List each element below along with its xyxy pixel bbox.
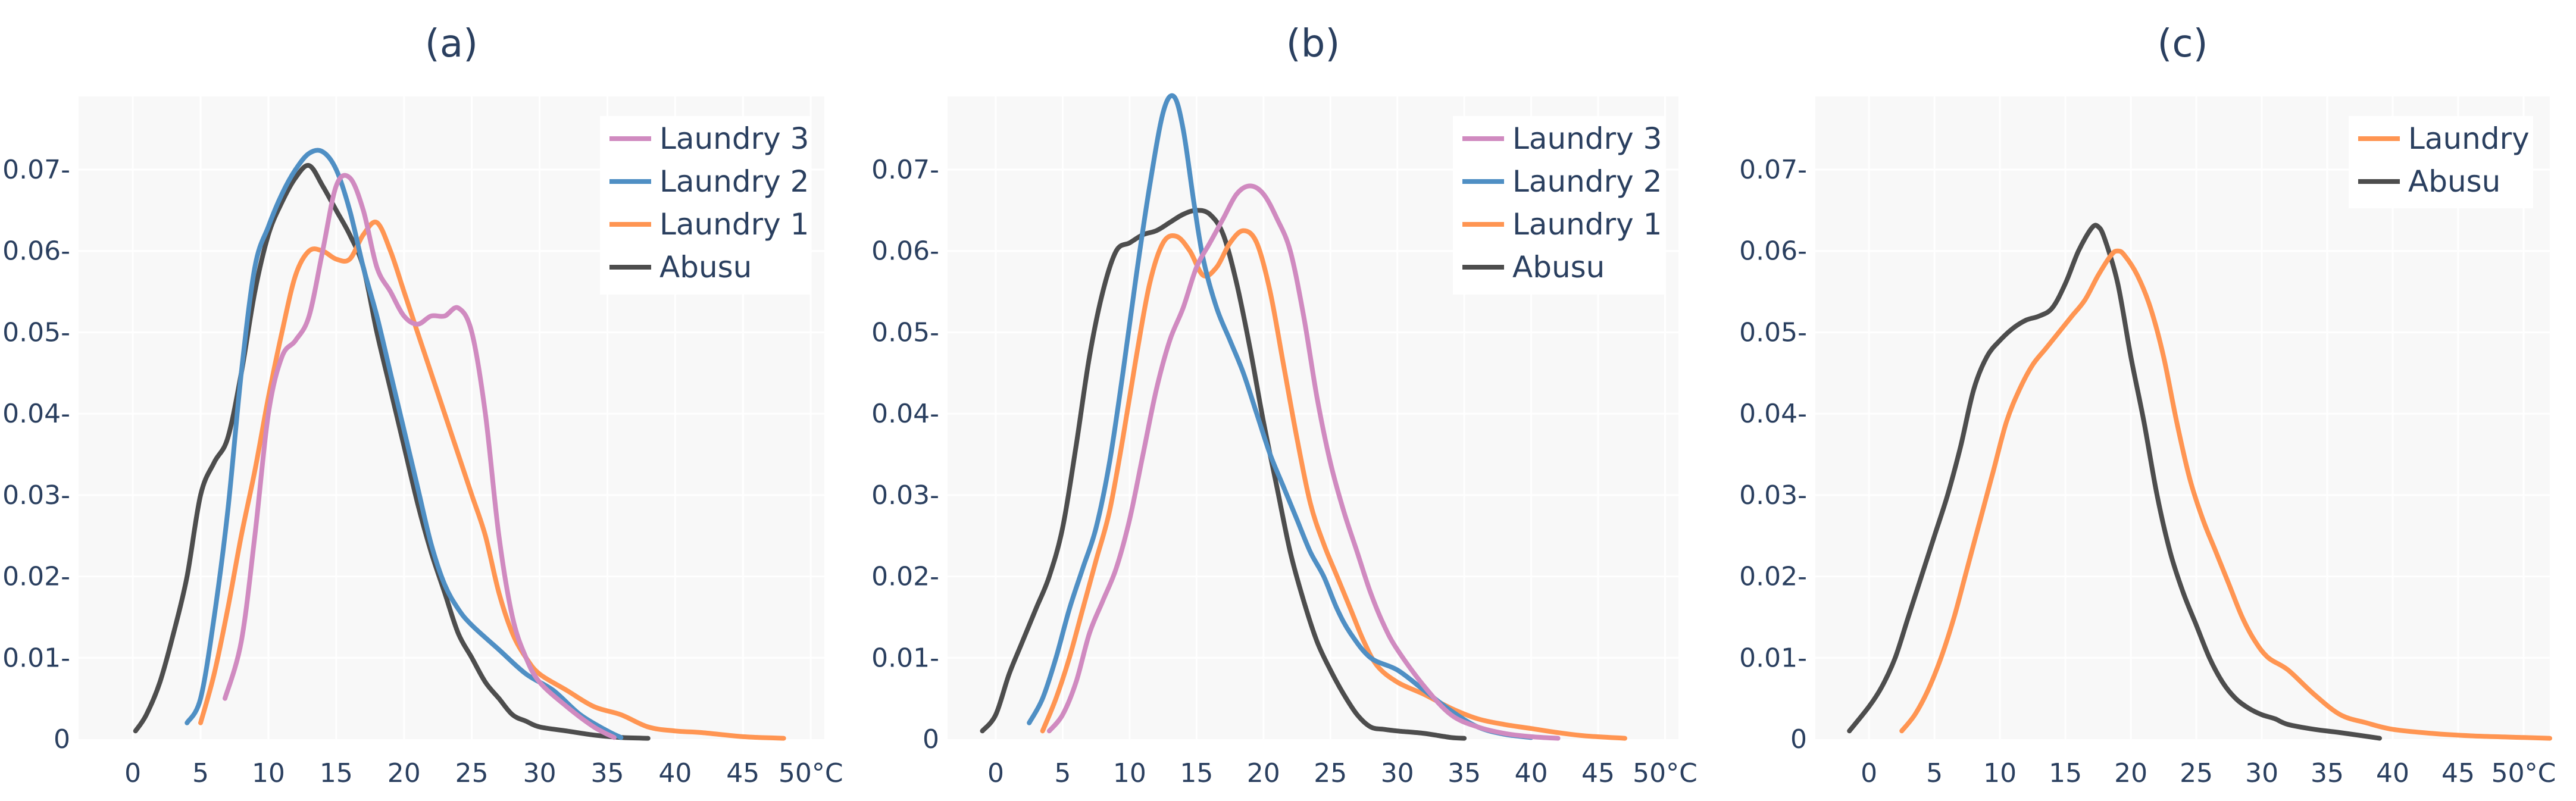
y-tick-label: 0 <box>1790 724 1807 755</box>
x-tick-label: 20 <box>2114 758 2147 789</box>
x-tick-label: 10 <box>1983 758 2017 789</box>
x-tick-label: 40 <box>658 758 692 789</box>
series-group <box>1847 223 2552 741</box>
y-tick-label: 0.03- <box>871 480 939 511</box>
x-tick-label: 40 <box>1515 758 1548 789</box>
series-line-laundry-3 <box>223 173 617 740</box>
x-tick-label: 30 <box>2245 758 2278 789</box>
y-tick-label: 0.02- <box>1739 562 1807 592</box>
legend-label: Laundry 3 <box>659 121 809 156</box>
y-tick-label: 0.05- <box>2 317 70 348</box>
x-tick-label: 15 <box>2049 758 2082 789</box>
series-line-laundry-1 <box>198 220 786 741</box>
x-tick-label: 50°C <box>2491 758 2556 789</box>
x-tick-label: 5 <box>1926 758 1943 789</box>
legend-label: Laundry 2 <box>1512 164 1662 199</box>
x-tick-label: 40 <box>2376 758 2409 789</box>
x-tick-label: 50°C <box>779 758 843 789</box>
x-tick-label: 35 <box>590 758 624 789</box>
chart-title: (c) <box>2157 22 2208 66</box>
x-tick-label: 45 <box>2441 758 2475 789</box>
legend: Laundry Abusu <box>2349 116 2533 208</box>
x-tick-label: 0 <box>124 758 141 789</box>
x-tick-label: 25 <box>455 758 489 789</box>
y-tick-label: 0.05- <box>1739 317 1807 348</box>
legend-label: Laundry 1 <box>1512 207 1662 242</box>
y-tick-label: 0.06- <box>2 236 70 267</box>
x-tick-label: 0 <box>1861 758 1877 789</box>
series-line-laundry-3 <box>1046 183 1561 741</box>
x-tick-label: 30 <box>1381 758 1414 789</box>
y-tick-label: 0.01- <box>2 643 70 673</box>
x-tick-label: 50°C <box>1633 758 1697 789</box>
series-line-laundry-2 <box>1027 93 1534 740</box>
y-tick-label: 0.03- <box>2 480 70 511</box>
legend-label: Laundry 1 <box>659 207 809 242</box>
series-group <box>980 93 1627 741</box>
x-tick-label: 35 <box>1448 758 1481 789</box>
series-line-laundry <box>1899 248 2552 741</box>
series-line-abusu <box>980 208 1467 741</box>
y-tick-label: 0.05- <box>871 317 939 348</box>
x-tick-label: 15 <box>1180 758 1213 789</box>
legend: Laundry 3 Laundry 2 Laundry 1 Abusu <box>600 116 811 295</box>
series-group <box>133 148 786 741</box>
y-tick-label: 0.07- <box>871 155 939 185</box>
chart-panel-1: (a) 0 0.01- 0.02- 0.03- 0.04- 0.05- 0.06- 0.07- 0… <box>2 22 843 789</box>
y-tick-label: 0.03- <box>1739 480 1807 511</box>
y-tick-label: 0.07- <box>2 155 70 185</box>
x-tick-label: 20 <box>1247 758 1280 789</box>
x-tick-label: 20 <box>387 758 421 789</box>
y-tick-label: 0.01- <box>1739 643 1807 673</box>
x-tick-label: 10 <box>1113 758 1146 789</box>
series-line-laundry-2 <box>185 148 624 740</box>
chart-title: (a) <box>425 22 478 66</box>
y-tick-label: 0.06- <box>871 236 939 267</box>
y-tick-label: 0 <box>54 724 70 755</box>
x-tick-label: 45 <box>726 758 759 789</box>
y-tick-label: 0.02- <box>2 562 70 592</box>
x-tick-label: 30 <box>523 758 557 789</box>
x-tick-label: 10 <box>252 758 285 789</box>
y-tick-label: 0.06- <box>1739 236 1807 267</box>
legend-label: Abusu <box>659 250 752 284</box>
legend-label: Laundry <box>2408 121 2530 156</box>
x-tick-label: 5 <box>192 758 209 789</box>
chart-title: (b) <box>1286 22 1340 66</box>
legend-label: Abusu <box>2408 164 2500 199</box>
y-tick-label: 0.01- <box>871 643 939 673</box>
y-tick-label: 0 <box>923 724 939 755</box>
x-tick-label: 25 <box>1314 758 1347 789</box>
legend-box <box>2349 116 2533 208</box>
x-tick-label: 0 <box>987 758 1004 789</box>
x-tick-label: 35 <box>2311 758 2344 789</box>
legend-label: Laundry 2 <box>659 164 809 199</box>
y-tick-label: 0.04- <box>1739 399 1807 429</box>
x-tick-label: 15 <box>320 758 353 789</box>
x-tick-label: 25 <box>2180 758 2213 789</box>
chart-panel-2: (b) 0 0.01- 0.02- 0.03- 0.04- 0.05- 0.06- 0.07- 0… <box>871 22 1697 789</box>
y-tick-label: 0.04- <box>871 399 939 429</box>
chart-panel-3: (c) 0 0.01- 0.02- 0.03- 0.04- 0.05- 0.06- 0.07- 0… <box>1739 22 2556 789</box>
x-tick-label: 5 <box>1054 758 1071 789</box>
legend-label: Abusu <box>1512 250 1605 284</box>
y-tick-label: 0.02- <box>871 562 939 592</box>
legend: Laundry 3 Laundry 2 Laundry 1 Abusu <box>1453 116 1664 295</box>
legend-label: Laundry 3 <box>1512 121 1662 156</box>
series-line-abusu <box>1847 223 2382 741</box>
x-tick-label: 45 <box>1581 758 1615 789</box>
y-tick-label: 0.04- <box>2 399 70 429</box>
y-tick-label: 0.07- <box>1739 155 1807 185</box>
